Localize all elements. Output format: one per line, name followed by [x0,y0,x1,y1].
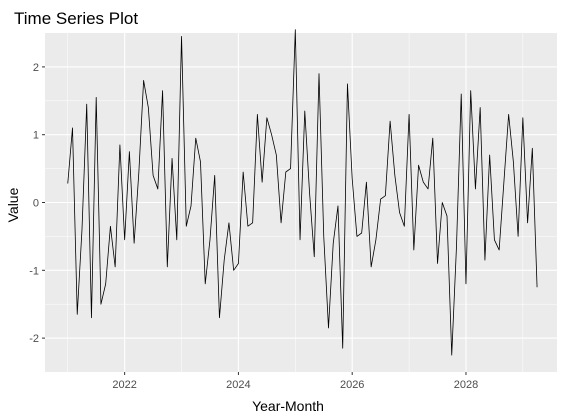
x-tick-label: 2026 [340,379,364,391]
x-axis-title: Year-Month [252,398,324,414]
x-tick-label: 2022 [112,379,136,391]
y-tick-label: -2 [29,333,39,345]
y-axis-title: Value [5,187,21,222]
y-tick-label: 2 [33,62,39,74]
axis-ticks [42,66,467,375]
chart-title: Time Series Plot [14,9,138,28]
y-tick-label: 0 [33,198,39,210]
y-tick-label: 1 [33,130,39,142]
y-tick-label: -1 [29,265,39,277]
series-group [67,29,538,356]
major-gridlines [45,33,557,372]
y-axis-tick-labels: 2 1 0 -1 -2 [29,62,39,345]
x-tick-label: 2024 [226,379,250,391]
series-line [67,29,538,356]
x-axis-tick-labels: 2022 2024 2026 2028 [112,379,478,391]
x-tick-label: 2028 [454,379,478,391]
